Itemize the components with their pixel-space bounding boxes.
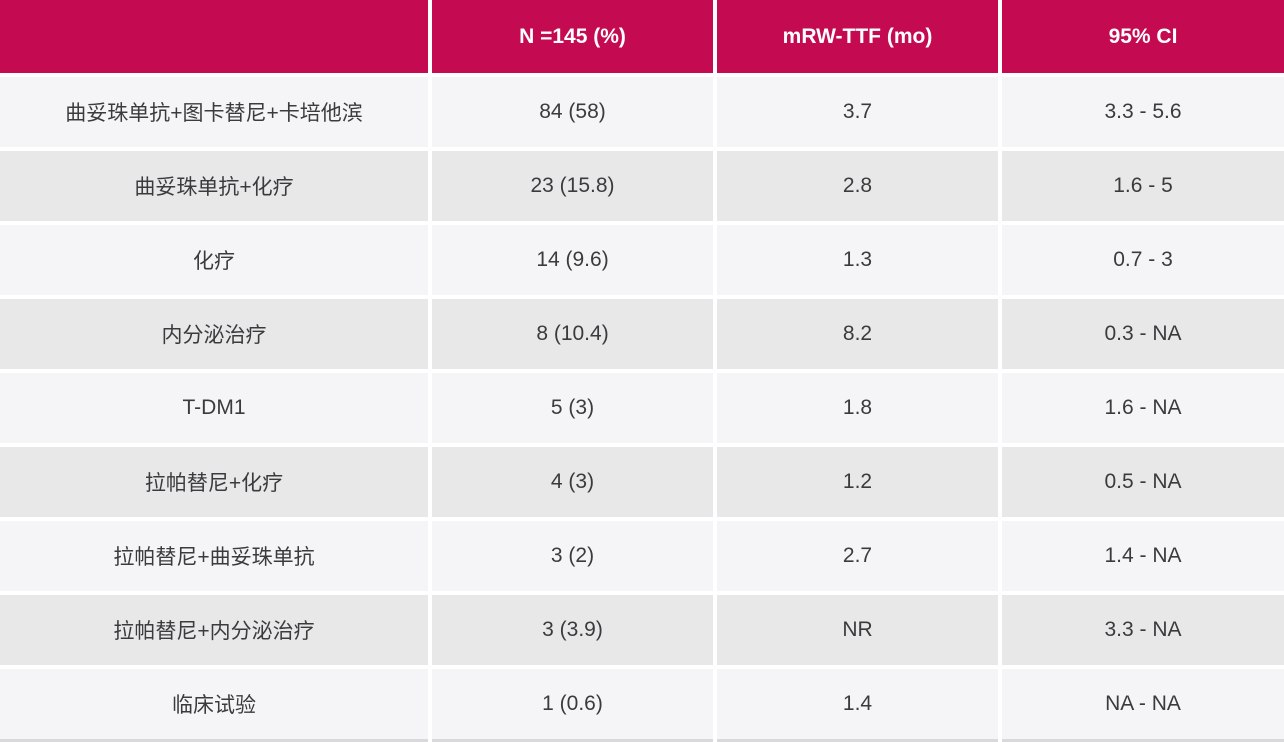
table-row: 临床试验 1 (0.6) 1.4 NA - NA: [0, 665, 1284, 741]
ci-cell: 1.4 - NA: [998, 517, 1284, 593]
n-cell: 8 (10.4): [428, 295, 715, 371]
ci-cell: 3.3 - NA: [998, 591, 1284, 667]
table-row: 内分泌治疗 8 (10.4) 8.2 0.3 - NA: [0, 295, 1284, 371]
table-row: 化疗 14 (9.6) 1.3 0.7 - 3: [0, 221, 1284, 297]
treatment-cell: T-DM1: [0, 369, 430, 445]
ci-cell: 0.7 - 3: [998, 221, 1284, 297]
table-header-treatment: [0, 0, 430, 75]
ci-cell: 1.6 - 5: [998, 147, 1284, 223]
treatment-cell: 曲妥珠单抗+图卡替尼+卡培他滨: [0, 73, 430, 149]
mrw-ttf-cell: NR: [713, 591, 1000, 667]
ci-cell: 0.5 - NA: [998, 443, 1284, 519]
ci-cell: NA - NA: [998, 665, 1284, 741]
table-header-n: N =145 (%): [428, 0, 715, 75]
n-cell: 1 (0.6): [428, 665, 715, 741]
treatment-cell: 拉帕替尼+曲妥珠单抗: [0, 517, 430, 593]
mrw-ttf-cell: 1.4: [713, 665, 1000, 741]
mrw-ttf-cell: 8.2: [713, 295, 1000, 371]
table-row: 曲妥珠单抗+化疗 23 (15.8) 2.8 1.6 - 5: [0, 147, 1284, 223]
mrw-ttf-cell: 1.3: [713, 221, 1000, 297]
n-cell: 3 (2): [428, 517, 715, 593]
treatment-cell: 化疗: [0, 221, 430, 297]
treatment-cell: 曲妥珠单抗+化疗: [0, 147, 430, 223]
table-row: 拉帕替尼+内分泌治疗 3 (3.9) NR 3.3 - NA: [0, 591, 1284, 667]
ci-cell: 0.3 - NA: [998, 295, 1284, 371]
mrw-ttf-cell: 3.7: [713, 73, 1000, 149]
mrw-ttf-cell: 1.8: [713, 369, 1000, 445]
ci-cell: 1.6 - NA: [998, 369, 1284, 445]
mrw-ttf-cell: 2.8: [713, 147, 1000, 223]
n-cell: 14 (9.6): [428, 221, 715, 297]
n-cell: 4 (3): [428, 443, 715, 519]
table-row: 拉帕替尼+化疗 4 (3) 1.2 0.5 - NA: [0, 443, 1284, 519]
table-header-row: N =145 (%) mRW-TTF (mo) 95% CI: [0, 0, 1284, 75]
treatment-cell: 拉帕替尼+内分泌治疗: [0, 591, 430, 667]
treatment-cell: 拉帕替尼+化疗: [0, 443, 430, 519]
table-row: 拉帕替尼+曲妥珠单抗 3 (2) 2.7 1.4 - NA: [0, 517, 1284, 593]
treatment-cell: 内分泌治疗: [0, 295, 430, 371]
table-header-ci: 95% CI: [998, 0, 1284, 75]
table-row: T-DM1 5 (3) 1.8 1.6 - NA: [0, 369, 1284, 445]
n-cell: 84 (58): [428, 73, 715, 149]
table-header-mrw-ttf: mRW-TTF (mo): [713, 0, 1000, 75]
mrw-ttf-cell: 2.7: [713, 517, 1000, 593]
treatment-cell: 临床试验: [0, 665, 430, 741]
table-row: 曲妥珠单抗+图卡替尼+卡培他滨 84 (58) 3.7 3.3 - 5.6: [0, 73, 1284, 149]
ci-cell: 3.3 - 5.6: [998, 73, 1284, 149]
n-cell: 23 (15.8): [428, 147, 715, 223]
n-cell: 3 (3.9): [428, 591, 715, 667]
mrw-ttf-cell: 1.2: [713, 443, 1000, 519]
n-cell: 5 (3): [428, 369, 715, 445]
